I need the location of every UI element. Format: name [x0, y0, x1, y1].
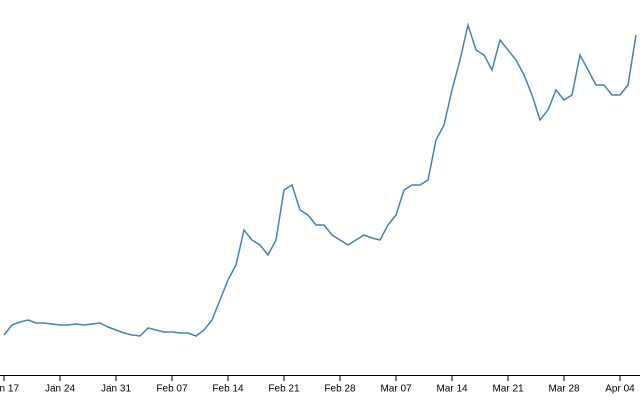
x-tick-label: Apr 04 — [605, 384, 635, 395]
x-tick-label: Jan 17 — [0, 384, 19, 395]
x-tick-label: Mar 07 — [380, 384, 412, 395]
x-tick-label: Jan 31 — [101, 384, 131, 395]
price-line — [3, 22, 637, 337]
x-tick-label: Mar 21 — [492, 384, 524, 395]
x-tick-label: Feb 28 — [324, 384, 356, 395]
x-tick-label: Feb 07 — [156, 384, 188, 395]
x-tick-label: Feb 14 — [212, 384, 244, 395]
x-tick-label: Mar 14 — [436, 384, 468, 395]
x-tick-label: Feb 21 — [268, 384, 300, 395]
x-tick-label: Jan 24 — [45, 384, 75, 395]
x-tick-label: Mar 28 — [548, 384, 580, 395]
